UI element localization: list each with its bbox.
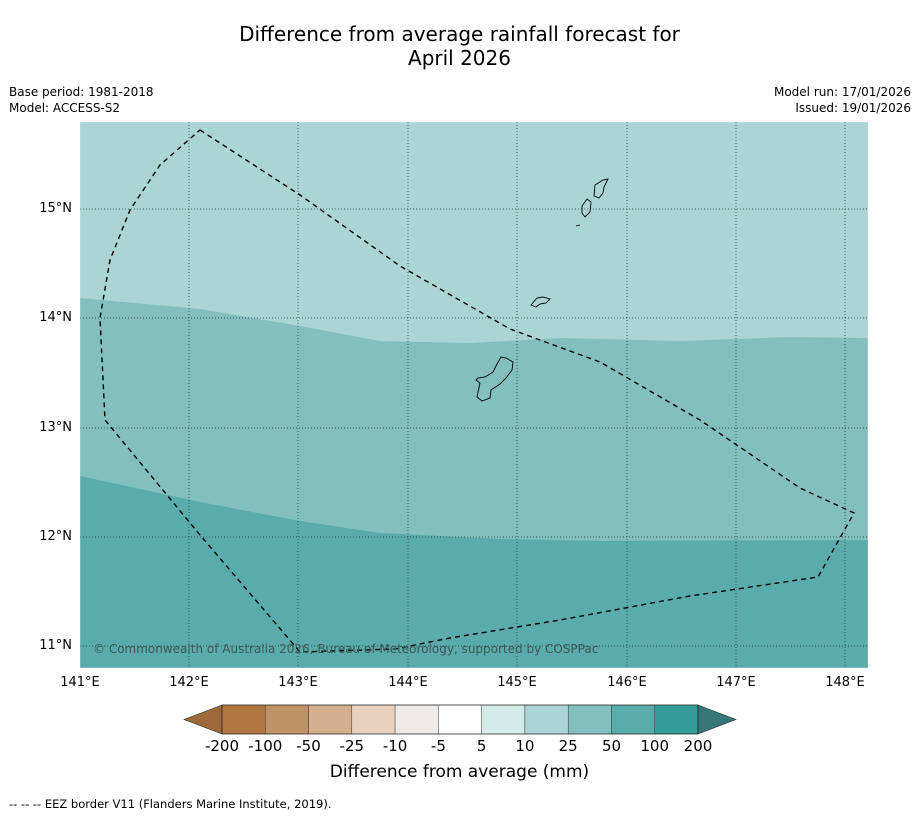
- colorbar-extend-high: [697, 704, 737, 735]
- colorbar-extend-low: [183, 704, 223, 735]
- lat-label-14n: 14°N: [39, 310, 72, 325]
- island-aguijan: [575, 224, 581, 227]
- colorbar-tick-label: 10: [515, 737, 535, 755]
- base-period: Base period: 1981-2018: [9, 85, 154, 99]
- lat-label-11n: 11°N: [39, 638, 72, 653]
- colorbar-cells: [221, 704, 699, 735]
- lon-label-141e: 141°E: [60, 675, 100, 690]
- colorbar-cell: [654, 704, 699, 735]
- colorbar-tick-label: -100: [248, 737, 283, 755]
- colorbar-tick-label: 5: [476, 737, 487, 755]
- colorbar-cell: [481, 704, 526, 735]
- lat-label-15n: 15°N: [39, 201, 72, 216]
- meta-left: Base period: 1981-2018 Model: ACCESS-S2: [9, 84, 154, 116]
- lat-label-13n: 13°N: [39, 420, 72, 435]
- map-area: [80, 122, 868, 668]
- colorbar-cell: [611, 704, 655, 735]
- colorbar-cell: [265, 704, 309, 735]
- colorbar-tick-label: -5: [430, 737, 446, 755]
- title-line-1: Difference from average rainfall forecas…: [239, 22, 680, 46]
- copyright-notice: © Commonwealth of Australia 2026, Bureau…: [93, 642, 599, 656]
- gridlines: [80, 122, 868, 668]
- colorbar-tick-label: 25: [558, 737, 578, 755]
- lon-label-144e: 144°E: [388, 675, 428, 690]
- colorbar-cell: [308, 704, 353, 735]
- island-tinian: [581, 198, 592, 218]
- colorbar-tick-label: 100: [640, 737, 669, 755]
- lon-label-142e: 142°E: [169, 675, 209, 690]
- title-line-2: April 2026: [408, 46, 511, 70]
- model-run: Model run: 17/01/2026: [773, 85, 911, 99]
- island-rota: [530, 296, 551, 308]
- rainfall-band-50-100: [80, 476, 868, 668]
- colorbar-tick-label: -50: [296, 737, 321, 755]
- eez-border: [99, 129, 855, 653]
- map-title: Difference from average rainfall forecas…: [0, 22, 919, 70]
- colorbar-cell: [351, 704, 396, 735]
- lon-label-145e: 145°E: [497, 675, 537, 690]
- colorbar-tick-label: -200: [204, 737, 240, 755]
- colorbar-label: Difference from average (mm): [329, 762, 590, 782]
- colorbar-cell: [221, 704, 266, 735]
- colorbar-tick-label: -10: [382, 737, 408, 755]
- colorbar-cell: [567, 704, 612, 735]
- island-guam: [475, 356, 514, 402]
- meta-right: Model run: 17/01/2026 Issued: 19/01/2026: [774, 84, 911, 116]
- island-saipan: [593, 178, 609, 199]
- colorbar-frame: [221, 704, 699, 735]
- lon-label-148e: 148°E: [825, 675, 865, 690]
- lat-label-12n: 12°N: [39, 529, 72, 544]
- colorbar-cell: [394, 704, 439, 735]
- lon-label-143e: 143°E: [278, 675, 318, 690]
- colorbar-cell: [438, 704, 482, 735]
- lon-label-146e: 146°E: [607, 675, 647, 690]
- colorbar: [183, 704, 737, 735]
- islands: [475, 178, 609, 402]
- lon-label-147e: 147°E: [716, 675, 756, 690]
- colorbar-cell: [524, 704, 569, 735]
- colorbar-tick-label: -25: [339, 737, 365, 755]
- model-name: Model: ACCESS-S2: [9, 101, 121, 115]
- issued-date: Issued: 19/01/2026: [795, 101, 911, 115]
- eez-footnote: -- -- -- EEZ border V11 (Flanders Marine…: [9, 797, 332, 811]
- colorbar-tick-label: 50: [601, 737, 622, 755]
- colorbar-tick-label: 200: [683, 737, 713, 755]
